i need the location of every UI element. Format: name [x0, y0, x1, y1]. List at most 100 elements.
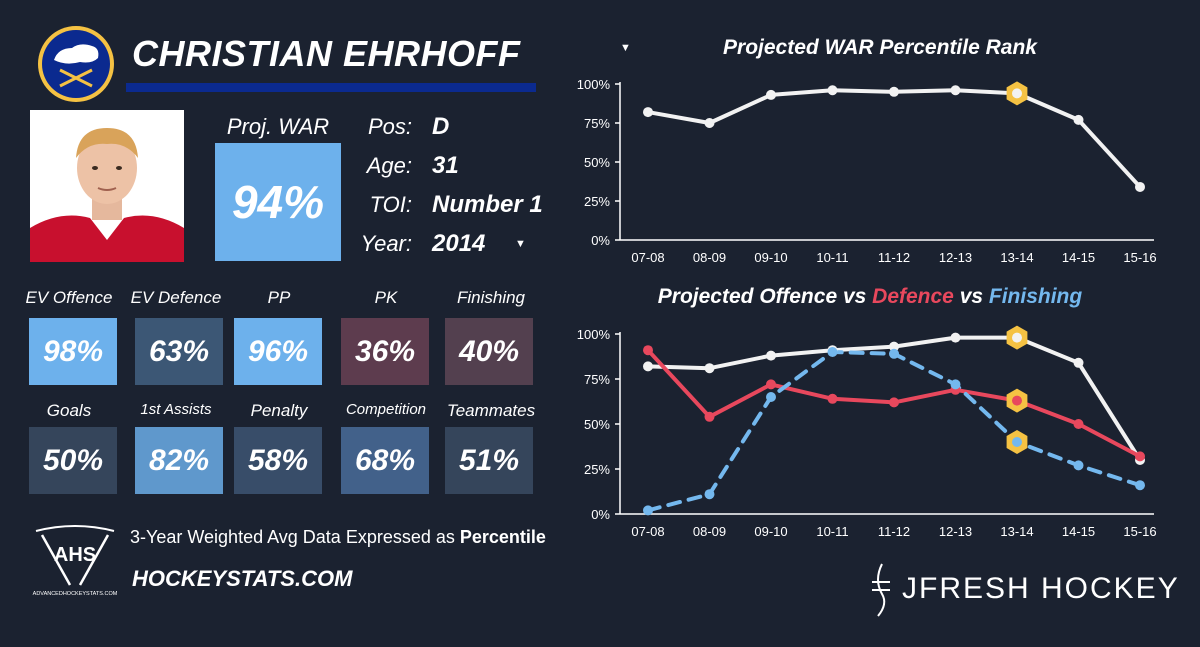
x-tick-label: 07-08: [631, 250, 664, 265]
x-tick-label: 11-12: [878, 250, 910, 265]
stat-label: EV Defence: [130, 288, 222, 307]
data-point-war: [827, 85, 838, 96]
age-label: Age:: [366, 153, 412, 178]
y-tick-label: 0%: [591, 507, 610, 522]
x-tick-label: 12-13: [939, 524, 972, 539]
y-tick-label: 0%: [591, 233, 610, 248]
y-tick-label: 50%: [584, 417, 610, 432]
stat-value: 96%: [234, 318, 322, 385]
stat-value: 68%: [341, 427, 429, 494]
chart1-title: Projected WAR Percentile Rank: [723, 36, 1037, 59]
data-point-defence: [1073, 419, 1084, 429]
ahs-logo-text: AHS: [54, 544, 96, 566]
data-point-war: [643, 107, 653, 118]
data-point-war: [766, 89, 776, 100]
footer-note-prefix: 3-Year Weighted Avg Data Expressed as: [130, 527, 455, 547]
x-tick-label: 14-15: [1062, 524, 1095, 539]
x-tick-label: 09-10: [754, 524, 787, 539]
stat-label: Competition: [345, 401, 427, 418]
data-point-war: [704, 118, 715, 128]
title-underline: [126, 83, 536, 92]
data-point-offence: [889, 341, 899, 352]
data-point-defence: [1135, 451, 1145, 462]
chart2-title-part: Defence: [872, 285, 954, 308]
data-point-defence: [766, 379, 776, 390]
stat-label: Penalty: [250, 401, 308, 420]
data-point-finishing: [1135, 480, 1145, 491]
x-tick-label: 08-09: [693, 524, 726, 539]
data-point-offence: [704, 363, 715, 374]
x-tick-label: 12-13: [939, 250, 972, 265]
data-point-offence: [643, 361, 653, 372]
war-chart: 100% 75% 50% 25% 0% 07-08 08-09 09-10 10-11 11-12…: [577, 77, 1157, 265]
data-point-war: [950, 85, 961, 96]
toi-label: TOI:: [369, 192, 412, 217]
data-point-offence: [950, 332, 961, 343]
y-tick-label: 50%: [584, 155, 610, 170]
stat-value: 98%: [29, 318, 117, 385]
year-label: Year:: [360, 231, 412, 256]
x-tick-label: 13-14: [1000, 250, 1033, 265]
y-tick-label: 100%: [577, 77, 611, 92]
x-tick-label: 11-12: [878, 524, 910, 539]
x-tick-label: 10-11: [816, 250, 848, 265]
y-tick-label: 25%: [584, 462, 610, 477]
x-tick-label: 14-15: [1062, 250, 1095, 265]
stat-label: Finishing: [456, 288, 526, 307]
data-point-defence: [1012, 395, 1022, 406]
data-point-finishing: [1012, 437, 1022, 447]
stat-label: EV Offence: [25, 288, 113, 307]
stat-value: 51%: [445, 427, 533, 494]
x-tick-label: 09-10: [754, 250, 787, 265]
ahs-logo: AHS ADVANCEDHOCKEYSTATS.COM: [33, 525, 118, 597]
stat-value: 82%: [135, 427, 223, 494]
data-point-war: [889, 86, 899, 97]
stat-label: PP: [267, 288, 291, 307]
x-tick-label: 07-08: [631, 524, 664, 539]
footer-note-bold: Percentile: [459, 527, 546, 547]
y-tick-label: 25%: [584, 194, 610, 209]
year-select[interactable]: 2014: [432, 230, 486, 257]
data-point-finishing: [704, 489, 715, 500]
data-point-finishing: [1073, 460, 1084, 471]
data-point-finishing: [766, 392, 776, 402]
offence-defence-finishing-chart: 100% 75% 50% 25% 0% 07-08 08-09 09-10 10-11 11-12…: [577, 325, 1157, 539]
y-tick-label: 75%: [584, 116, 610, 131]
series-line-war: [646, 88, 1142, 189]
x-tick-label: 15-16: [1123, 250, 1156, 265]
data-point-war: [1073, 114, 1084, 125]
stat-label: Goals: [46, 401, 92, 420]
data-point-finishing: [643, 505, 653, 516]
age-value: 31: [432, 152, 459, 179]
y-tick-label: 75%: [584, 372, 610, 387]
x-tick-label: 10-11: [816, 524, 848, 539]
chart-dropdown-icon[interactable]: ▼: [620, 42, 631, 54]
data-point-defence: [704, 411, 715, 422]
y-tick-label: 100%: [577, 327, 611, 342]
chart2-title: Projected Offence vs Defence vs Finishin…: [610, 285, 1130, 309]
pos-label: Pos:: [367, 114, 412, 139]
stat-label: Teammates: [446, 401, 536, 420]
x-tick-label: 13-14: [1000, 524, 1033, 539]
data-point-defence: [827, 393, 838, 404]
chart2-title-part: Projected Offence: [657, 285, 838, 308]
data-point-war: [1012, 88, 1022, 99]
site-link[interactable]: HOCKEYSTATS.COM: [132, 566, 353, 591]
data-point-offence: [1012, 332, 1022, 343]
x-tick-label: 15-16: [1123, 524, 1156, 539]
ahs-logo-sub: ADVANCEDHOCKEYSTATS.COM: [33, 591, 118, 597]
proj-war-value: 94%: [215, 143, 341, 261]
stat-value: 58%: [234, 427, 322, 494]
stat-label: PK: [374, 288, 398, 307]
player-photo: [30, 110, 184, 262]
toi-value: Number 1: [432, 191, 543, 218]
year-dropdown-icon[interactable]: ▼: [515, 238, 526, 250]
data-point-offence: [766, 350, 776, 361]
data-point-defence: [643, 345, 653, 356]
brand-name: JFRESH HOCKEY: [902, 572, 1180, 605]
player-name: CHRISTIAN EHRHOFF: [132, 33, 521, 74]
series-line-finishing: [646, 350, 1142, 513]
pos-value: D: [432, 113, 450, 140]
data-point-defence: [889, 397, 899, 408]
stat-value: 40%: [445, 318, 533, 385]
